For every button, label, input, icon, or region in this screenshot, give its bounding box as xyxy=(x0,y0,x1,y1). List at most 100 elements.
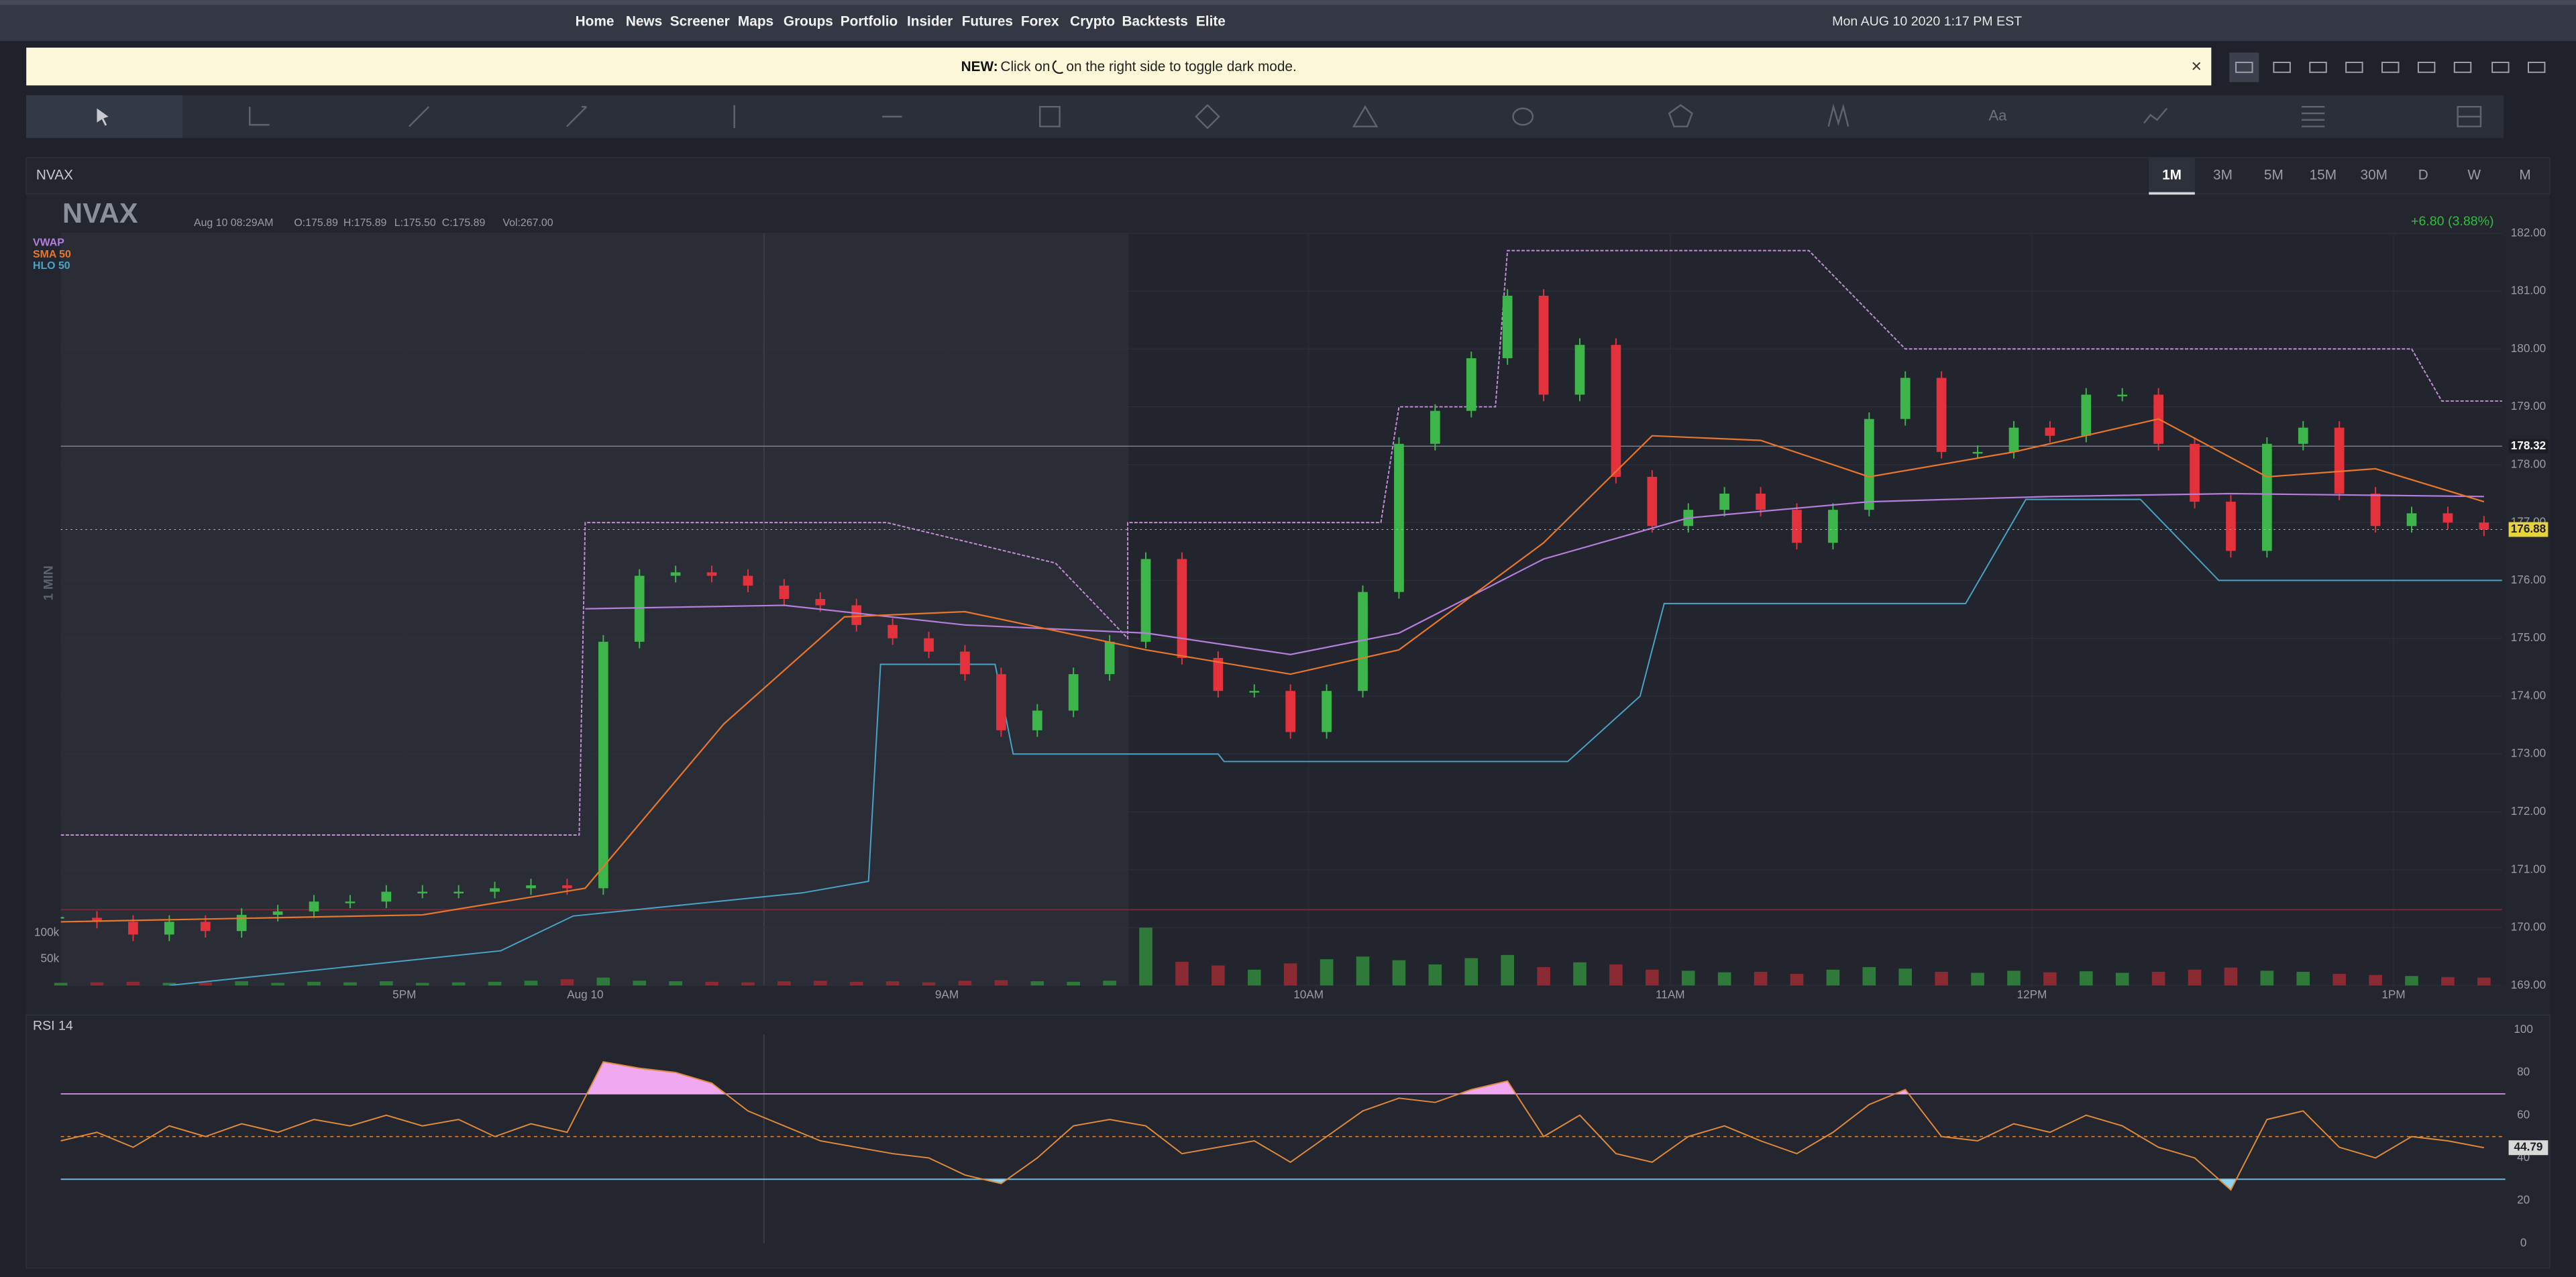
timeframe[interactable]: 30M xyxy=(2361,168,2387,183)
info-close: C:175.89 xyxy=(442,217,486,229)
tool-icon[interactable] xyxy=(1038,105,1061,127)
candle xyxy=(2334,427,2345,494)
rsi-tick-label: 20 xyxy=(2517,1193,2530,1207)
timeframe[interactable]: W xyxy=(2467,168,2481,183)
layout-icon[interactable] xyxy=(2273,62,2291,73)
candle xyxy=(2298,427,2308,444)
tool-icon[interactable] xyxy=(1195,103,1220,129)
nav-item[interactable]: Groups xyxy=(784,14,833,30)
layout-icon[interactable] xyxy=(2345,62,2363,73)
y-tick-label: 170.00 xyxy=(2511,920,2546,934)
volume-bar xyxy=(235,981,248,986)
nav-item[interactable]: Portfolio xyxy=(841,14,898,30)
tool-icon[interactable] xyxy=(1352,105,1379,127)
layout-icon[interactable] xyxy=(2381,62,2400,73)
timeframe[interactable]: 5M xyxy=(2264,168,2284,183)
candle xyxy=(1430,410,1440,444)
nav-item[interactable]: Backtests xyxy=(1122,14,1187,30)
volume-bar xyxy=(1826,969,1840,986)
volume-bar xyxy=(1067,981,1080,986)
tool-icon[interactable] xyxy=(1512,107,1534,126)
nav-item[interactable]: Home xyxy=(576,14,614,30)
candle xyxy=(2117,394,2128,396)
volume-tick-label: 50k xyxy=(41,952,60,965)
tool-icon[interactable] xyxy=(1668,104,1693,127)
tool-icon[interactable] xyxy=(2143,107,2168,124)
candle xyxy=(1828,510,1838,543)
tool-icon[interactable] xyxy=(408,106,430,127)
layout-icon[interactable] xyxy=(2528,62,2546,73)
candle xyxy=(888,624,898,638)
volume-bar xyxy=(814,981,827,986)
x-tick-label: 10AM xyxy=(1293,988,1324,1001)
legend-entry: HLO 50 xyxy=(33,260,70,272)
rsi-tick-label: 60 xyxy=(2517,1107,2530,1121)
info-volume: Vol:267.00 xyxy=(502,217,553,229)
y-tick-label: 172.00 xyxy=(2511,804,2546,818)
premarket-shade xyxy=(60,233,1129,986)
volume-tick-label: 100k xyxy=(34,925,60,938)
candle xyxy=(1647,476,1658,526)
nav-menu: Home News Screener Maps Groups Portfolio Insid… xyxy=(576,14,1226,30)
tool-icon[interactable] xyxy=(1827,103,1849,127)
candle xyxy=(1394,443,1404,592)
volume-bar xyxy=(922,982,936,986)
last-price-bg xyxy=(2508,522,2548,537)
volume-bar xyxy=(994,980,1008,986)
candle xyxy=(2081,394,2092,436)
candle xyxy=(526,885,536,889)
candle xyxy=(1936,378,1947,452)
candle xyxy=(1285,691,1296,732)
tool-icon[interactable] xyxy=(249,107,270,126)
volume-bar xyxy=(849,981,863,986)
y-tick-label: 178.00 xyxy=(2511,457,2546,470)
timeframes: 1M 3M 5M 15M 30M D W M xyxy=(2149,158,2531,195)
volume-bar xyxy=(1501,954,1514,986)
timeframe[interactable]: D xyxy=(2418,168,2428,183)
candle xyxy=(1249,691,1260,693)
nav-item[interactable]: Crypto xyxy=(1070,14,1115,30)
candle xyxy=(815,599,826,606)
y-tick-label: 175.00 xyxy=(2511,630,2546,644)
volume-bar xyxy=(2079,971,2093,986)
tool-icon[interactable] xyxy=(2457,105,2482,127)
layout-icon[interactable] xyxy=(2417,62,2436,73)
layout-icon[interactable] xyxy=(2235,62,2253,73)
nav-item[interactable]: Elite xyxy=(1196,14,1226,30)
x-tick-label: 1PM xyxy=(2381,988,2405,1001)
y-tick-label: 173.00 xyxy=(2511,746,2546,760)
candle xyxy=(1900,378,1911,419)
timeframe[interactable]: 3M xyxy=(2213,168,2233,183)
candle xyxy=(1104,641,1115,675)
drawing-tools: Aa xyxy=(97,103,2482,129)
nav-item[interactable]: News xyxy=(626,14,662,30)
tool-icon[interactable] xyxy=(97,108,109,126)
volume-bar xyxy=(2115,973,2129,986)
nav-item[interactable]: Screener xyxy=(670,14,730,30)
candle xyxy=(706,572,717,576)
tool-icon[interactable] xyxy=(566,105,588,127)
candle xyxy=(1140,559,1151,642)
nav-item[interactable]: Forex xyxy=(1021,14,1059,30)
tool-text[interactable]: Aa xyxy=(1988,107,2007,124)
nav-item[interactable]: Futures xyxy=(962,14,1013,30)
tool-icon[interactable] xyxy=(2302,105,2325,127)
layout-icon[interactable] xyxy=(2491,62,2510,73)
volume-bar xyxy=(1646,969,1659,986)
timeframe[interactable]: 1M xyxy=(2162,168,2182,183)
timeframe[interactable]: M xyxy=(2519,168,2530,183)
timeframe[interactable]: 15M xyxy=(2310,168,2337,183)
price-lines xyxy=(60,249,2502,986)
banner-close[interactable]: × xyxy=(2191,56,2202,76)
layout-icon[interactable] xyxy=(2453,62,2472,73)
nav-item[interactable]: Insider xyxy=(907,14,953,30)
volume-bar xyxy=(705,981,718,986)
nav-item[interactable]: Maps xyxy=(738,14,773,30)
volume-bar xyxy=(777,981,791,986)
layout-icon[interactable] xyxy=(2309,62,2327,73)
volume-bar xyxy=(90,982,104,986)
candle xyxy=(2008,427,2019,452)
icon-bg xyxy=(2229,52,2259,82)
rsi-last: 44.79 xyxy=(2514,1140,2543,1154)
